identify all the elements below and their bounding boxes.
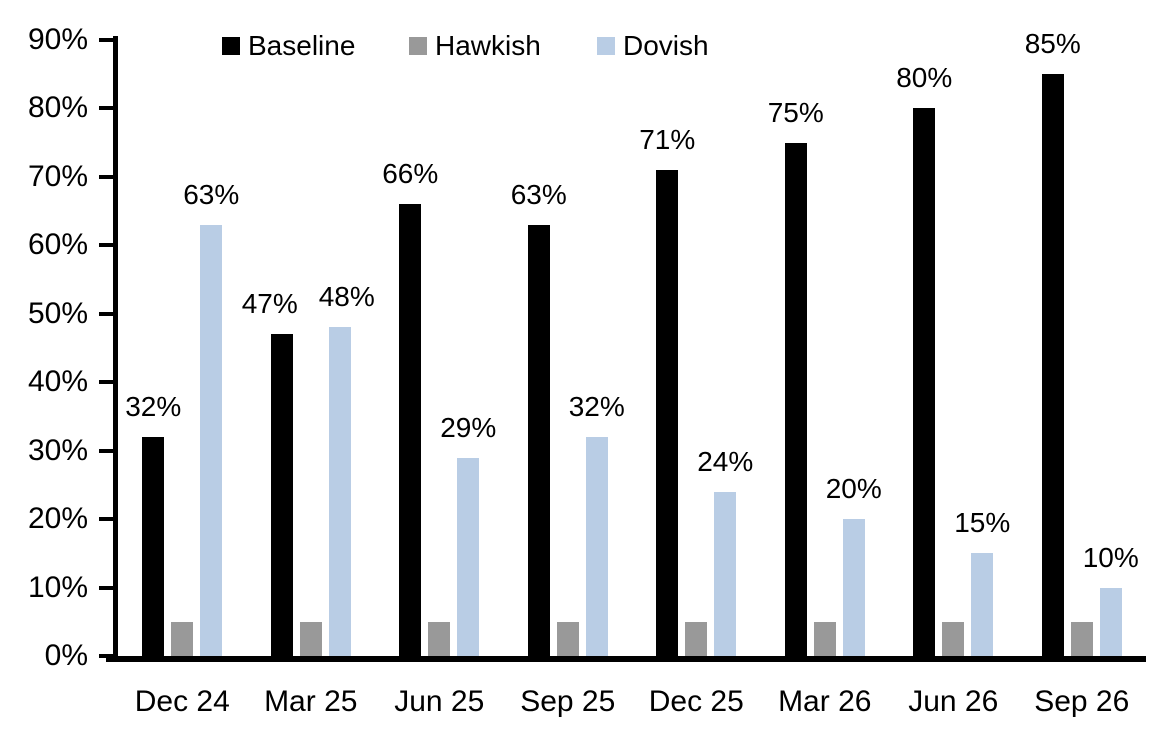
y-tick-mark [99,311,114,316]
bar-dovish-dec-25: 24% [697,446,753,656]
y-tick-label: 60% [27,228,88,262]
bar-dovish-dec-24: 63% [183,179,239,656]
legend-swatch-icon [409,37,427,55]
bar-value-label: 80% [896,62,953,94]
bar-value-label: 15% [954,507,1011,539]
bar-baseline-sep-26: 85% [1025,29,1081,656]
bar-hawkish-dec-24 [171,621,194,656]
bar-baseline-mar-25: 47% [242,289,298,656]
bar-baseline-dec-25: 71% [639,125,695,656]
bar-group-jun-25: 66% 29% [375,40,504,656]
bar-value-label: 63% [183,178,240,210]
legend-swatch-icon [222,37,240,55]
bar-group-mar-25: 47% 48% [242,40,376,656]
y-tick-label: 0% [44,639,88,672]
y-tick-mark [99,38,114,42]
y-tick-mark [99,380,114,385]
x-tick-label-mar-26: Mar 26 [778,685,872,718]
legend-swatch-icon [597,37,615,55]
y-tick-label: 50% [27,296,88,330]
plot-area: 32% 63% 47% 48% 66% 29% 63% 32% 71% 24% 75% 20% 80% 1… [118,29,1147,656]
bar-dovish-jun-25: 29% [440,412,496,656]
y-tick-mark [99,106,114,111]
x-tick-label-dec-25: Dec 25 [648,685,744,718]
bar-value-label: 24% [697,445,754,477]
bar-value-label: 32% [125,390,182,422]
y-tick-label: 90% [27,23,88,56]
y-tick-label: 30% [27,433,88,467]
legend-label: Hawkish [435,30,541,61]
bar-dovish-sep-25: 32% [569,391,625,656]
bar-baseline-dec-24: 32% [125,391,181,656]
bar-baseline-mar-26: 75% [768,97,824,656]
y-tick-mark [99,174,114,179]
y-tick-mark [99,448,114,453]
x-tick-label-sep-26: Sep 26 [1034,685,1130,718]
bar-baseline-jun-26: 80% [896,63,952,656]
y-tick-label: 10% [27,570,88,604]
bar-dovish-mar-25: 48% [319,282,375,656]
bar-value-label: 63% [510,178,567,210]
bar-value-label: 29% [440,411,497,443]
y-tick-label: 20% [27,502,88,536]
bar-hawkish-sep-26 [1070,621,1093,656]
bar-group-dec-24: 32% 63% [118,40,247,656]
bar-hawkish-jun-26 [942,621,965,656]
bar-value-label: 10% [1082,541,1139,573]
bar-baseline-jun-25: 66% [382,159,438,656]
bar-group-mar-26: 75% 20% [761,40,890,656]
bar-group-dec-25: 71% 24% [632,40,761,656]
bar-value-label: 47% [241,288,298,320]
y-tick-mark [99,585,114,590]
legend-label: Dovish [623,30,709,61]
x-tick-label-dec-24: Dec 24 [134,685,230,718]
legend-item-hawkish: Hawkish [409,28,541,64]
y-tick-label: 70% [27,159,88,193]
bar-dovish-mar-26: 20% [826,474,882,656]
bar-baseline-sep-25: 63% [511,179,567,656]
x-tick-label-mar-25: Mar 25 [264,685,358,718]
bar-group-sep-26: 85% 10% [1018,29,1147,656]
bar-value-label: 48% [318,281,375,313]
x-tick-label-jun-26: Jun 26 [908,685,999,718]
bar-dovish-sep-26: 10% [1083,542,1139,656]
y-tick-mark [99,517,114,522]
x-axis-line [106,656,1146,662]
y-tick-label: 80% [27,91,88,125]
bar-hawkish-mar-25 [299,621,322,656]
bar-hawkish-sep-25 [556,621,579,656]
bar-value-label: 75% [767,96,824,128]
bar-dovish-jun-26: 15% [954,508,1010,656]
y-tick-mark [99,243,114,248]
legend-item-baseline: Baseline [222,28,355,64]
bar-value-label: 32% [568,390,625,422]
bar-value-label: 71% [639,124,696,156]
bar-value-label: 85% [1024,28,1081,60]
bar-group-jun-26: 80% 15% [889,40,1018,656]
y-axis-line [113,36,118,662]
x-tick-label-jun-25: Jun 25 [394,685,485,718]
y-tick-label: 40% [27,365,88,399]
legend-item-dovish: Dovish [597,28,709,64]
legend-label: Baseline [248,30,356,61]
bar-value-label: 66% [382,158,439,190]
x-tick-label-sep-25: Sep 25 [520,685,616,718]
bar-value-label: 20% [825,473,882,505]
bar-hawkish-jun-25 [428,621,451,656]
bar-hawkish-dec-25 [685,621,708,656]
bar-hawkish-mar-26 [813,621,836,656]
bar-group-sep-25: 63% 32% [504,40,633,656]
